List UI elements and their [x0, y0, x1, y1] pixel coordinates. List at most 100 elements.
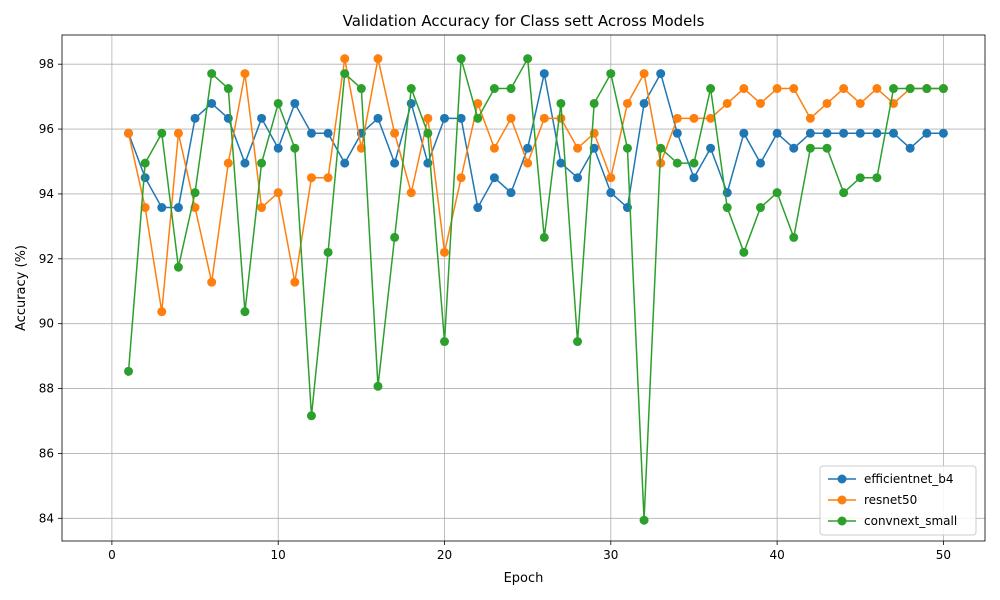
data-point [689, 158, 699, 168]
plot-frame [61, 34, 986, 542]
data-point [273, 143, 283, 153]
data-point [323, 128, 333, 138]
data-point [140, 203, 150, 213]
legend-item: convnext_small [828, 514, 957, 528]
data-point [606, 188, 616, 198]
data-point [306, 173, 316, 183]
legend-swatch-marker [837, 474, 847, 484]
data-point [390, 232, 400, 242]
y-tick-label: 94 [39, 187, 54, 201]
data-point [938, 128, 948, 138]
y-tick-label: 92 [39, 252, 54, 266]
data-point [240, 69, 250, 79]
data-point [855, 173, 865, 183]
data-point [539, 113, 549, 123]
data-point [872, 128, 882, 138]
data-point [207, 277, 217, 287]
data-point [340, 54, 350, 64]
data-point [290, 143, 300, 153]
data-point [789, 232, 799, 242]
data-point [805, 113, 815, 123]
data-point [672, 113, 682, 123]
data-point [207, 98, 217, 108]
legend-item: resnet50 [828, 493, 917, 507]
data-point [406, 84, 416, 94]
data-point [306, 128, 316, 138]
data-point [390, 128, 400, 138]
y-tick-label: 98 [39, 57, 54, 71]
chart-title: Validation Accuracy for Class sett Acros… [343, 12, 705, 30]
x-tick-label: 20 [437, 548, 452, 562]
data-point [406, 188, 416, 198]
data-point [855, 98, 865, 108]
data-point [739, 247, 749, 257]
x-tick-label: 0 [108, 548, 116, 562]
data-point [839, 84, 849, 94]
series-line [127, 57, 944, 521]
legend-label: resnet50 [864, 493, 917, 507]
data-point [789, 143, 799, 153]
series-efficientnet_b4 [124, 69, 948, 213]
data-point [573, 143, 583, 153]
data-point [157, 307, 167, 317]
data-point [456, 173, 466, 183]
data-point [273, 188, 283, 198]
data-point [157, 203, 167, 213]
data-point [905, 84, 915, 94]
data-point [523, 143, 533, 153]
data-point [589, 98, 599, 108]
x-axis-label: Epoch [504, 571, 544, 586]
legend-label: efficientnet_b4 [864, 472, 954, 486]
data-point [855, 128, 865, 138]
data-point [639, 69, 649, 79]
data-point [356, 84, 366, 94]
data-point [722, 98, 732, 108]
data-point [306, 411, 316, 421]
data-point [323, 173, 333, 183]
data-point [706, 84, 716, 94]
data-point [506, 84, 516, 94]
data-point [822, 143, 832, 153]
data-point [889, 84, 899, 94]
data-point [573, 173, 583, 183]
data-point [240, 307, 250, 317]
data-point [772, 128, 782, 138]
data-point [739, 84, 749, 94]
data-point [622, 98, 632, 108]
data-point [423, 128, 433, 138]
data-point [440, 337, 450, 347]
y-tick-label: 88 [39, 382, 54, 396]
data-point [323, 247, 333, 257]
data-point [639, 98, 649, 108]
data-point [672, 158, 682, 168]
data-point [157, 128, 167, 138]
data-point [755, 203, 765, 213]
data-point [340, 69, 350, 79]
data-point [356, 143, 366, 153]
data-point [822, 128, 832, 138]
data-point [440, 113, 450, 123]
data-point [639, 515, 649, 525]
x-tick-label: 50 [936, 548, 951, 562]
data-point [589, 128, 599, 138]
data-point [290, 277, 300, 287]
data-point [340, 158, 350, 168]
legend-box [819, 465, 977, 536]
data-point [905, 143, 915, 153]
y-tick-label: 90 [39, 317, 54, 331]
y-tick-label: 86 [39, 446, 54, 460]
data-point [872, 84, 882, 94]
data-point [656, 143, 666, 153]
data-point [257, 113, 267, 123]
data-point [373, 54, 383, 64]
data-point [772, 84, 782, 94]
data-point [506, 188, 516, 198]
legend-swatch-marker [837, 495, 847, 505]
data-point [706, 113, 716, 123]
data-point [789, 84, 799, 94]
data-point [938, 84, 948, 94]
data-point [190, 113, 200, 123]
data-point [207, 69, 217, 79]
